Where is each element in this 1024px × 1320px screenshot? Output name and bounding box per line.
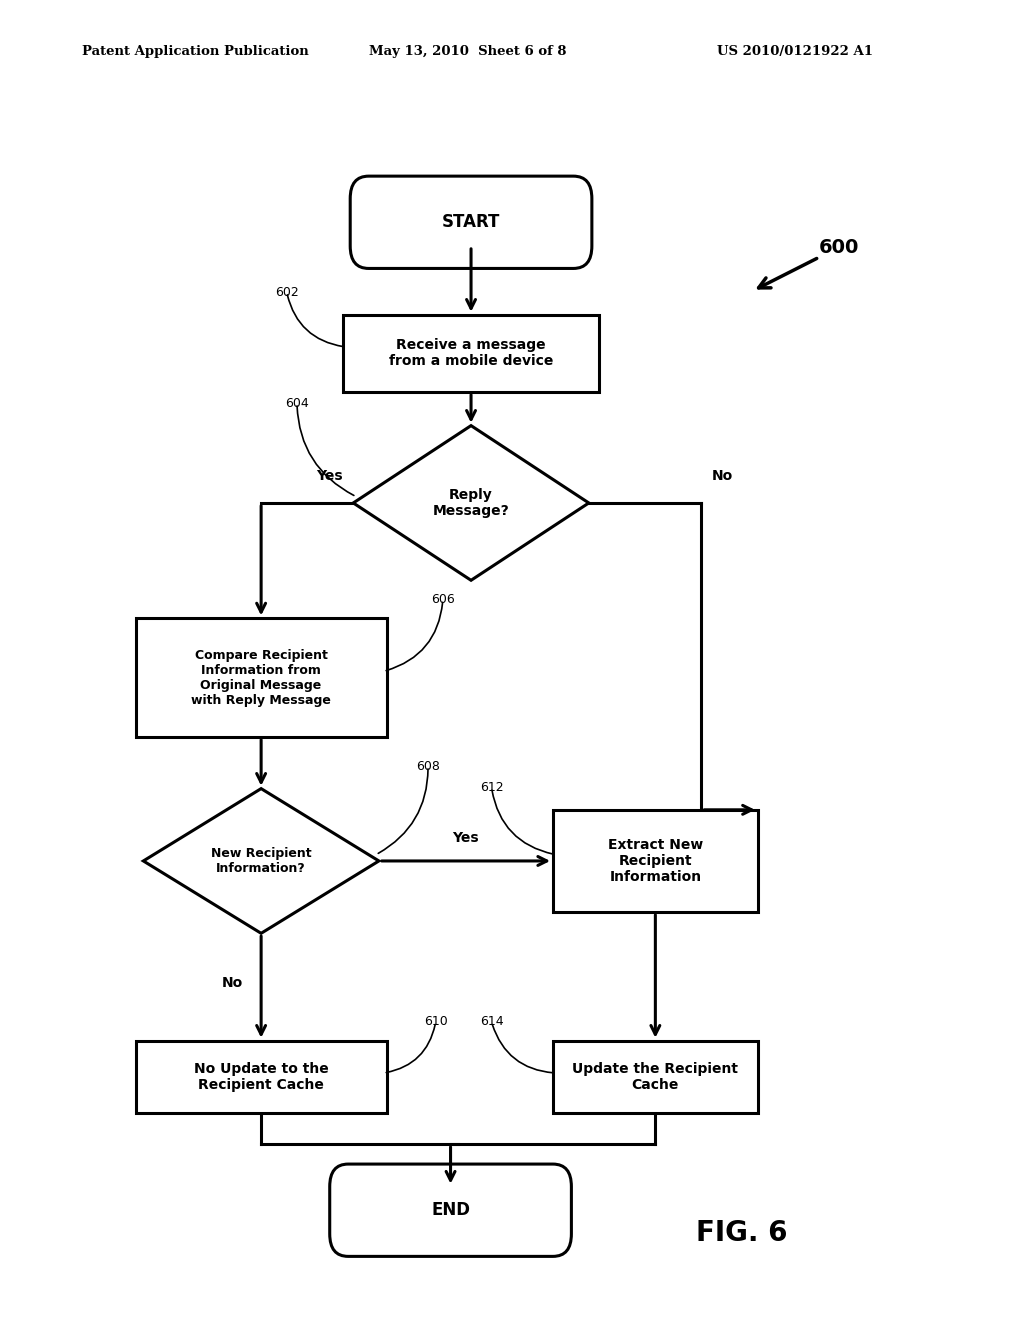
Text: No: No [712, 470, 733, 483]
Text: 610: 610 [424, 1015, 447, 1028]
Bar [553, 809, 758, 912]
Text: May 13, 2010  Sheet 6 of 8: May 13, 2010 Sheet 6 of 8 [369, 45, 566, 58]
Bar [135, 1040, 387, 1113]
Text: 602: 602 [274, 285, 299, 298]
Text: Yes: Yes [316, 470, 343, 483]
Bar [343, 314, 599, 392]
Polygon shape [143, 788, 379, 933]
Polygon shape [353, 425, 589, 581]
Text: 612: 612 [479, 781, 504, 793]
Text: Yes: Yes [453, 832, 479, 845]
Bar [553, 1040, 758, 1113]
Text: New Recipient
Information?: New Recipient Information? [211, 847, 311, 875]
Text: Receive a message
from a mobile device: Receive a message from a mobile device [389, 338, 553, 368]
Text: US 2010/0121922 A1: US 2010/0121922 A1 [717, 45, 872, 58]
Text: Compare Recipient
Information from
Original Message
with Reply Message: Compare Recipient Information from Origi… [191, 648, 331, 706]
Text: Reply
Message?: Reply Message? [433, 488, 509, 517]
Text: 604: 604 [285, 397, 309, 409]
Text: 606: 606 [431, 593, 455, 606]
Text: 614: 614 [479, 1015, 504, 1028]
Text: 600: 600 [819, 239, 859, 257]
Text: Update the Recipient
Cache: Update the Recipient Cache [572, 1061, 738, 1092]
FancyBboxPatch shape [350, 176, 592, 268]
Text: START: START [441, 214, 501, 231]
Bar [135, 618, 387, 737]
FancyBboxPatch shape [330, 1164, 571, 1257]
Text: Extract New
Recipient
Information: Extract New Recipient Information [607, 838, 703, 884]
Text: Patent Application Publication: Patent Application Publication [82, 45, 308, 58]
Text: 608: 608 [416, 759, 440, 772]
Text: FIG. 6: FIG. 6 [696, 1218, 787, 1246]
Text: No Update to the
Recipient Cache: No Update to the Recipient Cache [194, 1061, 329, 1092]
Text: END: END [431, 1201, 470, 1220]
Text: No: No [221, 975, 243, 990]
